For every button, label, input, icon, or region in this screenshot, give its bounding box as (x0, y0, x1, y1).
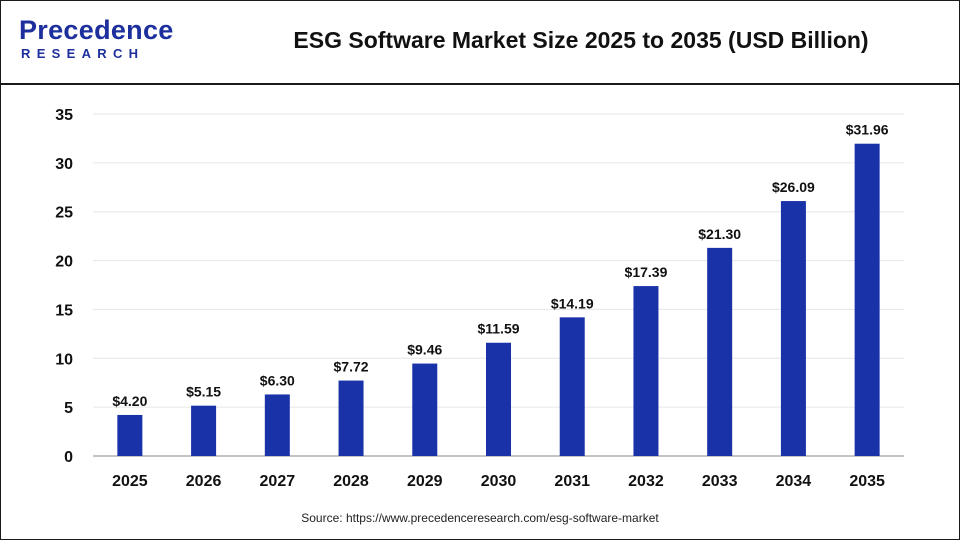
brand-logo: Precedence RESEARCH (19, 15, 173, 65)
bar (559, 317, 585, 456)
x-tick-label: 2031 (554, 473, 590, 490)
data-label: $14.19 (551, 295, 594, 311)
header: Precedence RESEARCH ESG Software Market … (1, 1, 959, 85)
data-label: $7.72 (334, 359, 369, 375)
y-tick-label: 30 (55, 156, 73, 173)
bar (117, 414, 143, 456)
data-label: $21.30 (698, 226, 741, 242)
data-label: $4.20 (112, 393, 147, 409)
y-tick-label: 10 (55, 351, 73, 368)
bar-chart: 05101520253035$4.202025$5.152026$6.30202… (55, 107, 904, 490)
data-label: $9.46 (407, 342, 442, 358)
x-tick-label: 2030 (481, 473, 517, 490)
data-label: $26.09 (772, 179, 815, 195)
logo-subtext: RESEARCH (21, 46, 145, 61)
x-tick-label: 2033 (702, 473, 738, 490)
data-label: $17.39 (625, 264, 668, 280)
x-tick-label: 2026 (186, 473, 222, 490)
bar (338, 380, 364, 456)
source-note: Source: https://www.precedenceresearch.c… (301, 511, 659, 525)
y-tick-label: 25 (55, 205, 73, 222)
x-tick-label: 2035 (849, 473, 885, 490)
bar (707, 247, 733, 456)
x-tick-label: 2025 (112, 473, 148, 490)
bar (633, 286, 659, 456)
bar (780, 201, 806, 456)
y-tick-label: 35 (55, 107, 73, 124)
y-tick-label: 0 (64, 449, 73, 466)
bar (412, 363, 438, 456)
y-tick-label: 15 (55, 302, 73, 319)
y-tick-label: 20 (55, 254, 73, 271)
x-tick-label: 2028 (333, 473, 369, 490)
x-tick-label: 2032 (628, 473, 664, 490)
bar (486, 342, 511, 456)
data-label: $5.15 (186, 384, 221, 400)
data-label: $31.96 (846, 122, 889, 138)
x-tick-label: 2027 (260, 473, 296, 490)
chart-title: ESG Software Market Size 2025 to 2035 (U… (293, 27, 869, 53)
bar (264, 394, 290, 456)
bar (854, 143, 880, 456)
y-tick-label: 5 (64, 400, 73, 417)
data-label: $11.59 (477, 321, 519, 337)
x-tick-label: 2034 (776, 473, 812, 490)
bar (191, 405, 217, 456)
x-tick-label: 2029 (407, 473, 443, 490)
data-label: $6.30 (260, 372, 295, 388)
logo-text: Precedence (19, 15, 174, 45)
